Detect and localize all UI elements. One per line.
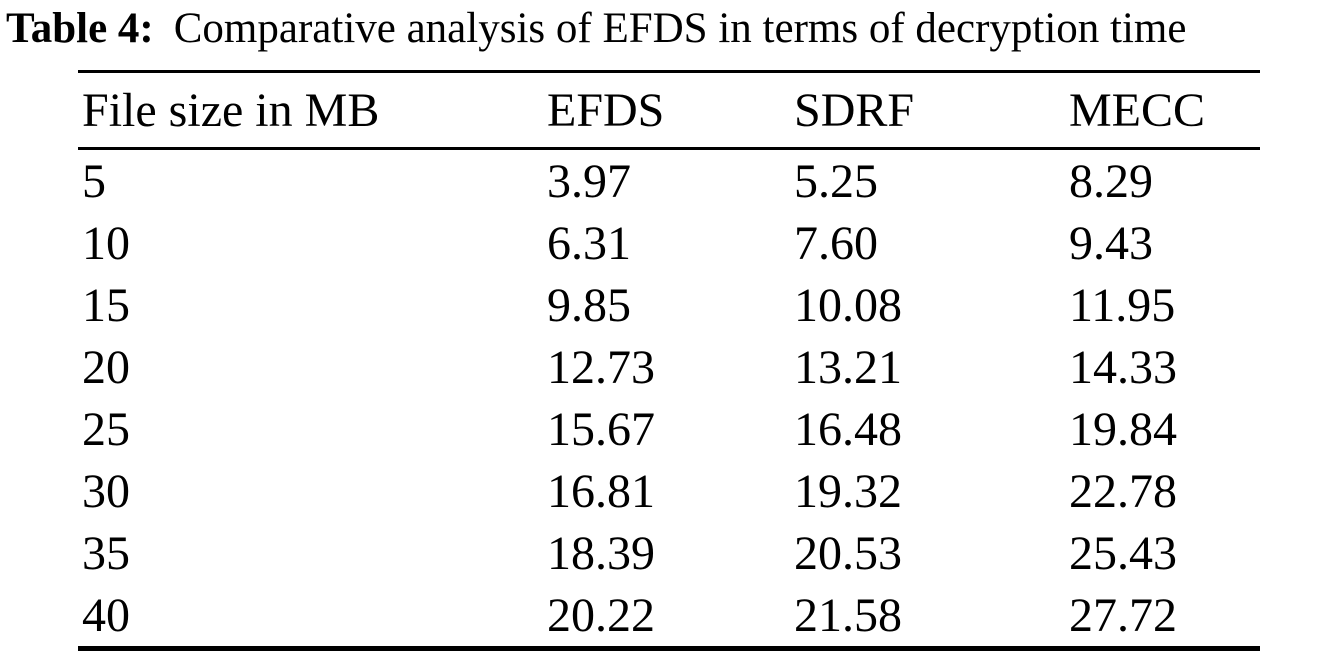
table-cell: 11.95 xyxy=(1069,278,1176,332)
table-cell: 25 xyxy=(82,402,130,456)
table-row: 20 12.73 13.21 14.33 xyxy=(78,336,1260,398)
table-cell: 22.78 xyxy=(1069,464,1177,518)
column-header-file-size: File size in MB xyxy=(82,83,380,137)
table-row: 10 6.31 7.60 9.43 xyxy=(78,212,1260,274)
table-cell: 5.25 xyxy=(794,154,878,208)
table-cell: 3.97 xyxy=(547,154,631,208)
column-header-mecc: MECC xyxy=(1069,83,1206,137)
table-cell: 15 xyxy=(82,278,130,332)
table-cell: 19.84 xyxy=(1069,402,1177,456)
table-cell: 9.43 xyxy=(1069,216,1153,270)
table-cell: 40 xyxy=(82,588,130,642)
table-header: File size in MB EFDS SDRF MECC xyxy=(78,72,1260,149)
table-cell: 12.73 xyxy=(547,340,655,394)
table-cell: 14.33 xyxy=(1069,340,1177,394)
table-cell: 13.21 xyxy=(794,340,902,394)
table-row: 40 20.22 21.58 27.72 xyxy=(78,584,1260,649)
column-header-sdrf: SDRF xyxy=(794,83,915,137)
table-cell: 15.67 xyxy=(547,402,655,456)
table-row: 5 3.97 5.25 8.29 xyxy=(78,149,1260,213)
table-cell: 20.53 xyxy=(794,526,902,580)
column-header-efds: EFDS xyxy=(547,83,665,137)
table-cell: 7.60 xyxy=(794,216,878,270)
table-cell: 10.08 xyxy=(794,278,902,332)
table-cell: 21.58 xyxy=(794,588,902,642)
table-cell: 8.29 xyxy=(1069,154,1153,208)
table-row: 35 18.39 20.53 25.43 xyxy=(78,522,1260,584)
table-cell: 6.31 xyxy=(547,216,631,270)
table-row: 25 15.67 16.48 19.84 xyxy=(78,398,1260,460)
decryption-time-table: File size in MB EFDS SDRF MECC 5 3.97 5.25… xyxy=(78,70,1260,651)
table-cell: 10 xyxy=(82,216,130,270)
table-cell: 25.43 xyxy=(1069,526,1177,580)
table-row: 30 16.81 19.32 22.78 xyxy=(78,460,1260,522)
table-cell: 30 xyxy=(82,464,130,518)
table-cell: 16.48 xyxy=(794,402,902,456)
table-caption-text: Comparative analysis of EFDS in terms of… xyxy=(173,5,1187,52)
table-header-row: File size in MB EFDS SDRF MECC xyxy=(78,72,1260,149)
table-caption-label: Table 4: xyxy=(6,5,154,52)
table-cell: 27.72 xyxy=(1069,588,1177,642)
table-caption: Table 4: Comparative analysis of EFDS in … xyxy=(6,2,1329,56)
table-body: 5 3.97 5.25 8.29 10 6.31 7.60 9.43 15 9.85 10.08 11… xyxy=(78,149,1260,649)
table-cell: 19.32 xyxy=(794,464,902,518)
table-cell: 16.81 xyxy=(547,464,655,518)
table-cell: 20.22 xyxy=(547,588,655,642)
table-cell: 18.39 xyxy=(547,526,655,580)
table-cell: 35 xyxy=(82,526,130,580)
table-cell: 5 xyxy=(82,154,106,208)
table-cell: 20 xyxy=(82,340,130,394)
table-cell: 9.85 xyxy=(547,278,631,332)
table-row: 15 9.85 10.08 11.95 xyxy=(78,274,1260,336)
